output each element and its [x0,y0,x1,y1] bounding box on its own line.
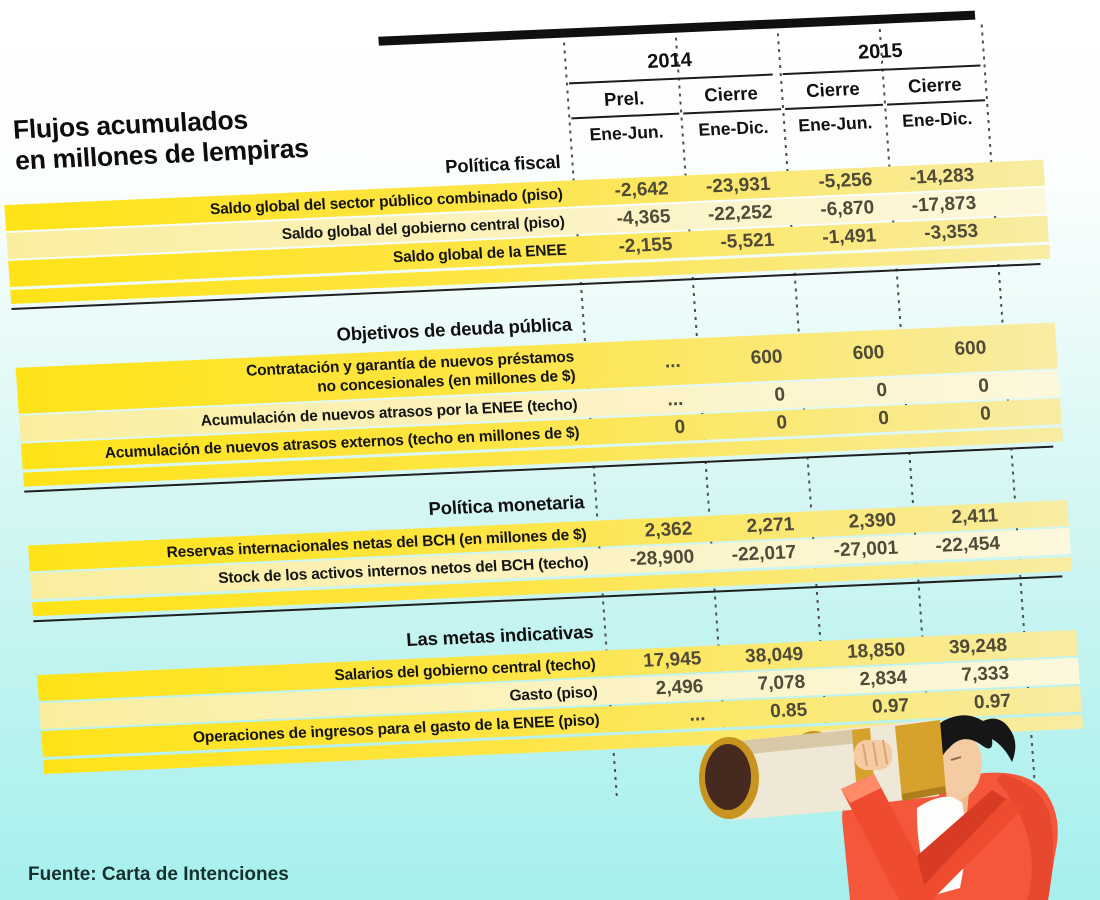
row-filler [1007,383,1059,385]
value-cell: 0 [977,375,990,397]
arm-v-shade [917,790,1006,885]
row-filler [1025,643,1077,645]
binocular-lens [705,744,751,810]
value-cell: -3,353 [923,220,979,245]
col-header-top: Cierre [907,73,963,97]
eye-line [950,756,962,761]
row-filler [1009,411,1061,413]
value-cell: -5,521 [719,229,776,253]
value-cell: -14,283 [909,164,975,189]
binoculars-man-illustration [699,715,1058,900]
arm-v-highlight [841,774,881,803]
row-filler [996,229,1048,231]
row-filler [994,201,1046,203]
value-cell: 7,333 [960,662,1010,686]
value-cell: -1,491 [821,225,877,249]
section: Política monetaria Reservas internacional… [26,468,1073,623]
binocular-barrel-top-shade [728,728,870,756]
value-cell: 2,271 [745,514,795,538]
col-header-top: Cierre [703,82,759,106]
suit-shade [996,774,1054,900]
fingers [862,739,888,767]
value-cell: 600 [750,346,784,369]
value-cell: 600 [953,337,987,360]
value-cell: 0 [775,412,788,434]
value-cell: 18,850 [846,639,906,663]
value-cell: 0 [979,403,992,425]
section: Objetivos de deuda pública Contratación y… [13,291,1063,493]
value-cell: -27,001 [832,537,899,562]
value-cell: 2,362 [644,518,694,542]
value-cell: -22,017 [731,541,797,566]
value-cell: -28,900 [629,546,695,571]
value-cell: 17,945 [642,648,703,672]
value-cell: 0 [773,384,786,406]
value-cell: 600 [851,341,886,365]
value-cell: -22,454 [934,533,1001,557]
binocular-gold-segment [895,720,946,800]
value-cell: ... [666,388,684,411]
value-cell: 2,390 [847,509,897,533]
year-header-2014: 2014 [646,49,693,73]
row-filler [1018,541,1070,543]
source-credit: Fuente: Carta de Intenciones [28,864,289,885]
col-header-top: Prel. [603,87,645,110]
value-cell: 0 [877,407,890,430]
value-cell: 0 [673,416,686,439]
value-cell: -22,252 [707,201,774,226]
table-sections: Política fiscal Saldo global del sector p… [1,118,1084,774]
row-filler [1004,345,1056,347]
value-cell: -4,365 [615,206,672,230]
value-cell: -23,931 [705,173,772,198]
value-cell: 39,248 [948,634,1008,659]
hair [931,715,1016,768]
value-cell: 2,834 [858,667,908,691]
row-filler [1016,513,1068,515]
value-cell: 2,411 [950,505,999,529]
year-header-2015: 2015 [857,39,904,64]
binocular-gold-shadow [902,786,946,801]
value-cell: -2,155 [617,234,674,258]
value-cell: 38,049 [744,643,804,668]
value-cell: -17,873 [911,192,977,217]
row-filler [992,173,1044,175]
value-cell: -2,642 [613,178,670,202]
row-filler [1027,671,1079,673]
value-cell: 0 [875,379,888,402]
col-header-top: Cierre [805,77,861,102]
value-cell: -6,870 [819,197,875,221]
value-cell: -5,256 [817,169,874,193]
value-cell: ... [663,350,682,373]
face [940,734,982,801]
